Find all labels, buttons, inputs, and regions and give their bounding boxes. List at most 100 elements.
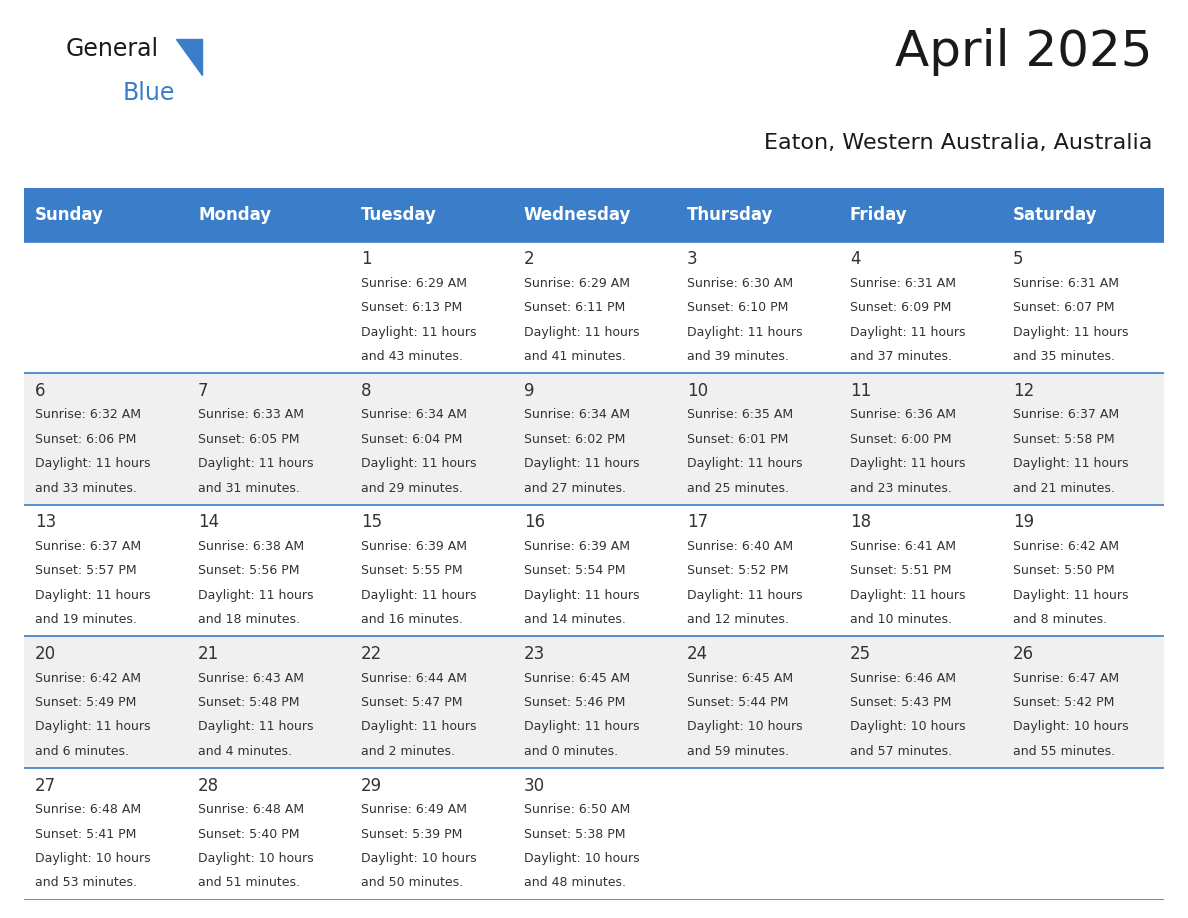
Bar bbox=[349, 768, 512, 900]
Text: Sunrise: 6:29 AM: Sunrise: 6:29 AM bbox=[361, 277, 467, 290]
Text: Sunrise: 6:47 AM: Sunrise: 6:47 AM bbox=[1012, 672, 1119, 685]
Text: Monday: Monday bbox=[198, 206, 271, 224]
Text: 8: 8 bbox=[361, 382, 372, 399]
Bar bbox=[512, 373, 676, 505]
Text: Daylight: 11 hours: Daylight: 11 hours bbox=[687, 588, 802, 602]
Text: and 29 minutes.: and 29 minutes. bbox=[361, 482, 463, 495]
Text: 4: 4 bbox=[849, 250, 860, 268]
Text: 23: 23 bbox=[524, 645, 545, 663]
Text: Sunrise: 6:37 AM: Sunrise: 6:37 AM bbox=[1012, 409, 1119, 421]
Text: Sunrise: 6:39 AM: Sunrise: 6:39 AM bbox=[524, 540, 630, 554]
Bar bbox=[839, 768, 1001, 900]
Text: 25: 25 bbox=[849, 645, 871, 663]
Text: and 21 minutes.: and 21 minutes. bbox=[1012, 482, 1114, 495]
Text: and 16 minutes.: and 16 minutes. bbox=[361, 613, 463, 626]
Text: Sunrise: 6:48 AM: Sunrise: 6:48 AM bbox=[198, 803, 304, 816]
Text: Sunset: 5:50 PM: Sunset: 5:50 PM bbox=[1012, 565, 1114, 577]
Text: 13: 13 bbox=[36, 513, 56, 532]
Text: April 2025: April 2025 bbox=[895, 28, 1152, 75]
Text: Daylight: 10 hours: Daylight: 10 hours bbox=[687, 721, 802, 733]
Text: Sunset: 6:05 PM: Sunset: 6:05 PM bbox=[198, 433, 299, 446]
Text: Sunrise: 6:45 AM: Sunrise: 6:45 AM bbox=[687, 672, 794, 685]
Text: Sunset: 6:09 PM: Sunset: 6:09 PM bbox=[849, 301, 952, 314]
Text: Sunset: 5:51 PM: Sunset: 5:51 PM bbox=[849, 565, 952, 577]
Text: and 53 minutes.: and 53 minutes. bbox=[36, 877, 137, 890]
Text: 28: 28 bbox=[198, 777, 220, 795]
Bar bbox=[1001, 768, 1164, 900]
Text: Sunrise: 6:44 AM: Sunrise: 6:44 AM bbox=[361, 672, 467, 685]
Text: 9: 9 bbox=[524, 382, 535, 399]
Text: Sunset: 5:55 PM: Sunset: 5:55 PM bbox=[361, 565, 462, 577]
Text: and 35 minutes.: and 35 minutes. bbox=[1012, 350, 1114, 363]
Text: Sunrise: 6:38 AM: Sunrise: 6:38 AM bbox=[198, 540, 304, 554]
Text: 10: 10 bbox=[687, 382, 708, 399]
Text: Sunset: 6:06 PM: Sunset: 6:06 PM bbox=[36, 433, 137, 446]
Text: and 51 minutes.: and 51 minutes. bbox=[198, 877, 301, 890]
Text: and 43 minutes.: and 43 minutes. bbox=[361, 350, 463, 363]
Text: and 27 minutes.: and 27 minutes. bbox=[524, 482, 626, 495]
Text: Wednesday: Wednesday bbox=[524, 206, 631, 224]
Bar bbox=[24, 636, 187, 768]
Text: Daylight: 10 hours: Daylight: 10 hours bbox=[361, 852, 476, 865]
Text: 24: 24 bbox=[687, 645, 708, 663]
Text: Daylight: 11 hours: Daylight: 11 hours bbox=[198, 457, 314, 470]
Text: 7: 7 bbox=[198, 382, 209, 399]
Bar bbox=[349, 373, 512, 505]
Text: Daylight: 11 hours: Daylight: 11 hours bbox=[198, 588, 314, 602]
Text: Daylight: 10 hours: Daylight: 10 hours bbox=[524, 852, 639, 865]
Bar bbox=[187, 768, 349, 900]
Text: Sunset: 6:04 PM: Sunset: 6:04 PM bbox=[361, 433, 462, 446]
Text: 16: 16 bbox=[524, 513, 545, 532]
Text: and 2 minutes.: and 2 minutes. bbox=[361, 744, 455, 757]
Text: Sunset: 5:42 PM: Sunset: 5:42 PM bbox=[1012, 696, 1114, 709]
Text: and 31 minutes.: and 31 minutes. bbox=[198, 482, 299, 495]
Text: Sunset: 5:47 PM: Sunset: 5:47 PM bbox=[361, 696, 462, 709]
Text: Sunrise: 6:31 AM: Sunrise: 6:31 AM bbox=[849, 277, 956, 290]
Text: Sunset: 5:52 PM: Sunset: 5:52 PM bbox=[687, 565, 789, 577]
Text: Sunrise: 6:35 AM: Sunrise: 6:35 AM bbox=[687, 409, 794, 421]
Text: Sunset: 5:58 PM: Sunset: 5:58 PM bbox=[1012, 433, 1114, 446]
Text: General: General bbox=[65, 37, 158, 61]
Bar bbox=[512, 505, 676, 636]
Text: 19: 19 bbox=[1012, 513, 1034, 532]
Text: Daylight: 11 hours: Daylight: 11 hours bbox=[361, 588, 476, 602]
Text: and 50 minutes.: and 50 minutes. bbox=[361, 877, 463, 890]
Text: and 48 minutes.: and 48 minutes. bbox=[524, 877, 626, 890]
Text: 27: 27 bbox=[36, 777, 56, 795]
Text: 17: 17 bbox=[687, 513, 708, 532]
Text: Daylight: 10 hours: Daylight: 10 hours bbox=[198, 852, 314, 865]
Text: 29: 29 bbox=[361, 777, 383, 795]
Bar bbox=[676, 505, 839, 636]
Bar bbox=[24, 505, 187, 636]
Bar bbox=[24, 188, 187, 241]
Text: and 10 minutes.: and 10 minutes. bbox=[849, 613, 952, 626]
Bar bbox=[1001, 505, 1164, 636]
Text: Saturday: Saturday bbox=[1012, 206, 1098, 224]
Text: Sunset: 5:43 PM: Sunset: 5:43 PM bbox=[849, 696, 952, 709]
Text: Sunrise: 6:43 AM: Sunrise: 6:43 AM bbox=[198, 672, 304, 685]
Bar bbox=[187, 636, 349, 768]
Bar bbox=[839, 241, 1001, 373]
Text: 11: 11 bbox=[849, 382, 871, 399]
Text: Sunset: 5:46 PM: Sunset: 5:46 PM bbox=[524, 696, 625, 709]
Text: Sunset: 5:49 PM: Sunset: 5:49 PM bbox=[36, 696, 137, 709]
Text: Sunrise: 6:45 AM: Sunrise: 6:45 AM bbox=[524, 672, 630, 685]
Bar bbox=[676, 188, 839, 241]
Text: Daylight: 11 hours: Daylight: 11 hours bbox=[36, 721, 151, 733]
Text: Tuesday: Tuesday bbox=[361, 206, 437, 224]
Text: and 4 minutes.: and 4 minutes. bbox=[198, 744, 292, 757]
Bar bbox=[1001, 636, 1164, 768]
Text: Sunrise: 6:40 AM: Sunrise: 6:40 AM bbox=[687, 540, 794, 554]
Bar bbox=[349, 188, 512, 241]
Text: Daylight: 11 hours: Daylight: 11 hours bbox=[524, 457, 639, 470]
Text: Sunset: 6:01 PM: Sunset: 6:01 PM bbox=[687, 433, 789, 446]
Bar bbox=[839, 188, 1001, 241]
Text: Sunrise: 6:48 AM: Sunrise: 6:48 AM bbox=[36, 803, 141, 816]
Text: Daylight: 11 hours: Daylight: 11 hours bbox=[687, 457, 802, 470]
Text: and 19 minutes.: and 19 minutes. bbox=[36, 613, 137, 626]
Text: and 12 minutes.: and 12 minutes. bbox=[687, 613, 789, 626]
Text: Sunrise: 6:29 AM: Sunrise: 6:29 AM bbox=[524, 277, 630, 290]
Bar bbox=[24, 768, 187, 900]
Text: Daylight: 11 hours: Daylight: 11 hours bbox=[1012, 326, 1129, 339]
Bar bbox=[512, 241, 676, 373]
